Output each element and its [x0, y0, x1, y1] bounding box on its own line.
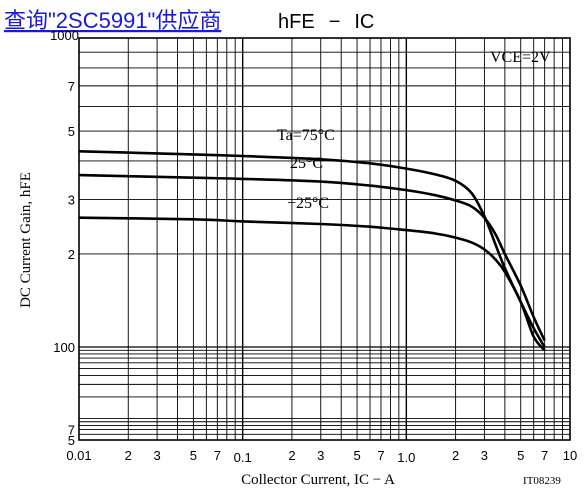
x-tick-label: 5 [190, 448, 197, 463]
grid [79, 38, 570, 440]
plot-frame [78, 37, 571, 441]
x-tick-labels: 0.01 2 3 5 7 0.1 2 3 5 7 1.0 2 3 5 7 10 [66, 448, 577, 465]
x-tick-label: 3 [317, 448, 324, 463]
chart-title-ic: IC [354, 11, 374, 33]
x-axis-label: Collector Current, IC − A [241, 472, 395, 488]
x-tick-label: 7 [214, 448, 221, 463]
x-tick-label: 2 [452, 448, 459, 463]
series-line-25c [78, 173, 546, 342]
y-tick-label: 1000 [50, 28, 79, 43]
supplier-link[interactable]: 查询"2SC5991"供应商 [4, 8, 221, 33]
y-tick-label: 2 [68, 247, 75, 262]
x-tick-label: 2 [288, 448, 295, 463]
series-line-minus25c [78, 216, 546, 352]
label-25c: 25°C [290, 155, 323, 172]
y-tick-label: 100 [53, 340, 75, 355]
y-tick-label: 3 [68, 193, 75, 208]
label-minus25c: −25°C [287, 195, 329, 212]
x-tick-label: 0.01 [66, 448, 91, 463]
x-tick-label: 3 [153, 448, 160, 463]
y-tick-label: 7 [68, 423, 75, 438]
condition-label: VCE=2V [490, 49, 551, 66]
x-tick-label: 7 [541, 448, 548, 463]
x-tick-label: 0.1 [234, 450, 252, 465]
chart-title-hfe: hFE [278, 11, 315, 33]
chart-title: hFE − IC [278, 11, 374, 33]
figure-code: IT08239 [523, 475, 561, 487]
x-tick-label: 2 [125, 448, 132, 463]
x-tick-label: 7 [377, 448, 384, 463]
x-tick-label: 3 [481, 448, 488, 463]
series-lines [78, 150, 546, 352]
supplier-link-text[interactable]: 查询"2SC5991"供应商 [4, 8, 221, 33]
y-tick-label: 7 [68, 79, 75, 94]
label-ta75: Ta=75°C [277, 127, 335, 144]
x-tick-label: 1.0 [397, 450, 415, 465]
x-tick-label: 5 [353, 448, 360, 463]
y-tick-label: 5 [68, 433, 75, 448]
chart-title-dash: − [329, 11, 341, 33]
y-axis-label: DC Current Gain, hFE [18, 172, 34, 308]
x-tick-label: 10 [563, 448, 577, 463]
x-tick-label: 5 [517, 448, 524, 463]
y-tick-label: 5 [68, 124, 75, 139]
